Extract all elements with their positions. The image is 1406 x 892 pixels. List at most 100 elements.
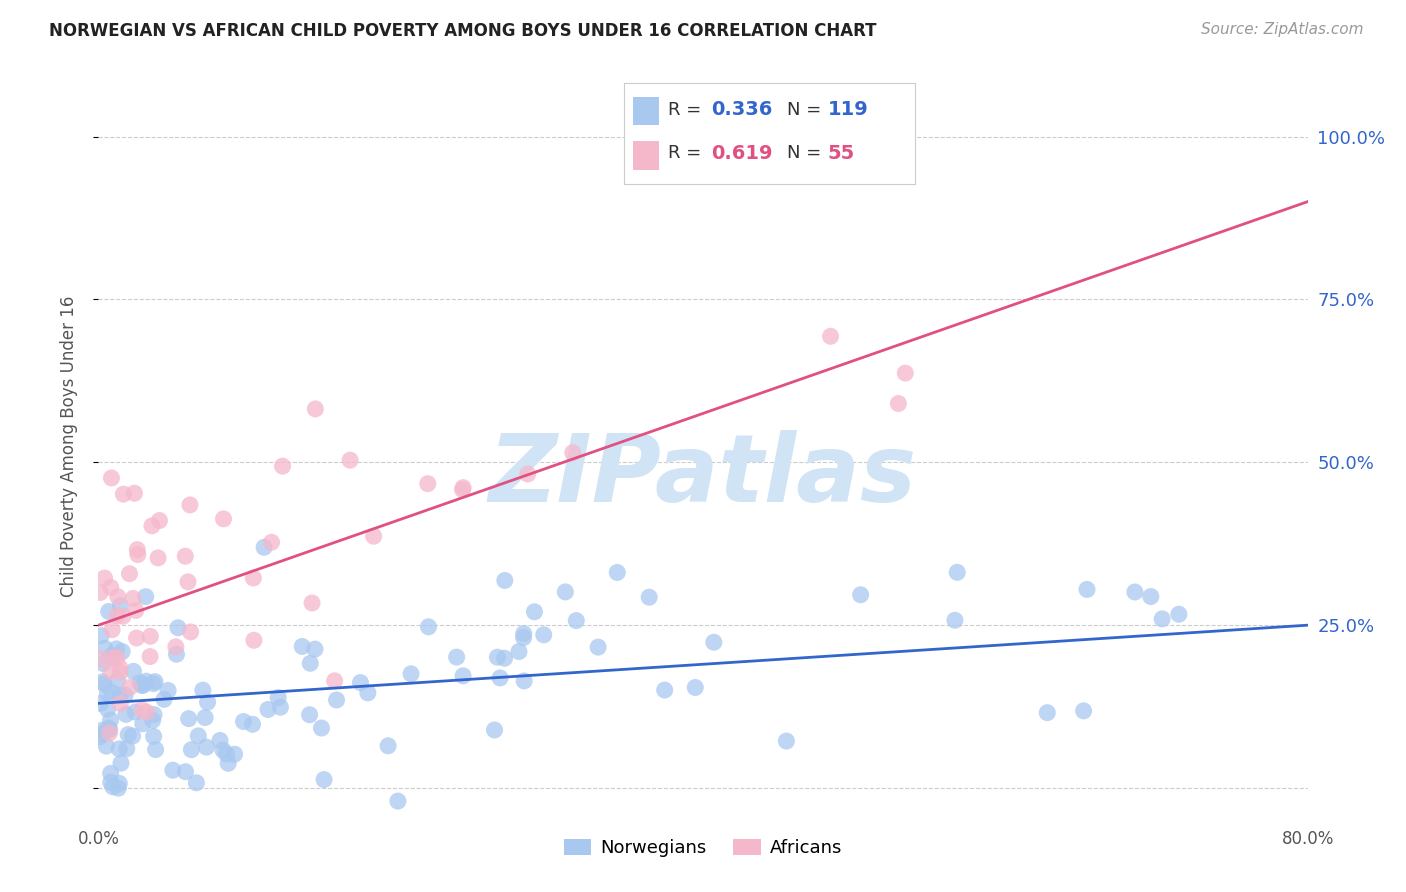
Point bbox=[486, 650, 509, 665]
Point bbox=[124, 486, 146, 500]
Point bbox=[339, 453, 361, 467]
Point bbox=[180, 624, 202, 639]
Point bbox=[135, 705, 157, 719]
Point bbox=[683, 681, 706, 695]
Point bbox=[111, 609, 134, 624]
Text: Source: ZipAtlas.com: Source: ZipAtlas.com bbox=[1201, 22, 1364, 37]
Point bbox=[132, 716, 155, 731]
Point bbox=[98, 726, 121, 740]
Point bbox=[100, 685, 122, 699]
Point bbox=[142, 676, 165, 690]
Point bbox=[253, 541, 276, 555]
Point bbox=[489, 671, 512, 685]
Point bbox=[89, 730, 111, 744]
Point bbox=[105, 608, 128, 623]
Point bbox=[108, 776, 131, 790]
Point bbox=[180, 742, 202, 756]
Point bbox=[108, 742, 131, 756]
Point bbox=[946, 566, 969, 580]
Point bbox=[208, 733, 231, 747]
Point bbox=[122, 591, 145, 606]
Point bbox=[1036, 706, 1059, 720]
Point bbox=[97, 702, 120, 716]
Point bbox=[512, 631, 534, 645]
Point bbox=[162, 763, 184, 777]
Point bbox=[124, 705, 146, 719]
Point bbox=[143, 707, 166, 722]
Point bbox=[111, 644, 134, 658]
Point bbox=[177, 712, 200, 726]
Point bbox=[177, 574, 200, 589]
Point bbox=[224, 747, 246, 762]
Point bbox=[139, 649, 162, 664]
Point bbox=[121, 729, 143, 743]
Point bbox=[451, 483, 474, 497]
Point bbox=[166, 647, 188, 661]
Point bbox=[363, 529, 385, 543]
Point bbox=[416, 476, 439, 491]
Point bbox=[242, 571, 264, 585]
Point bbox=[90, 697, 112, 711]
Point bbox=[325, 693, 347, 707]
Point bbox=[90, 727, 112, 741]
Point bbox=[105, 641, 128, 656]
Point bbox=[127, 542, 149, 557]
Point bbox=[127, 548, 149, 562]
Point bbox=[100, 775, 122, 789]
Point bbox=[1152, 612, 1174, 626]
Point bbox=[215, 747, 238, 761]
Point bbox=[165, 640, 187, 654]
Point bbox=[93, 641, 115, 656]
Point bbox=[125, 603, 148, 617]
Point bbox=[100, 580, 122, 594]
Point bbox=[887, 396, 910, 410]
Point bbox=[257, 702, 280, 716]
Point bbox=[242, 717, 264, 731]
Point bbox=[100, 664, 122, 678]
Point bbox=[418, 620, 440, 634]
Point bbox=[894, 366, 917, 380]
Point bbox=[131, 703, 153, 717]
Point bbox=[638, 591, 661, 605]
Point bbox=[132, 678, 155, 692]
Point bbox=[97, 721, 120, 735]
Point bbox=[820, 329, 842, 343]
Point bbox=[304, 401, 326, 416]
Point bbox=[89, 585, 111, 599]
Point bbox=[135, 674, 157, 689]
Point bbox=[494, 574, 516, 588]
Point bbox=[533, 628, 555, 642]
Point bbox=[118, 566, 141, 581]
Point bbox=[112, 487, 135, 501]
Point bbox=[89, 652, 111, 666]
Point bbox=[174, 549, 197, 564]
Point bbox=[101, 623, 124, 637]
Point bbox=[139, 629, 162, 643]
Point bbox=[91, 657, 114, 671]
Point bbox=[1073, 704, 1095, 718]
Point bbox=[98, 723, 121, 737]
Point bbox=[195, 740, 218, 755]
Point bbox=[217, 756, 239, 771]
Point bbox=[516, 467, 538, 481]
Point bbox=[186, 776, 208, 790]
Point bbox=[117, 728, 139, 742]
Point bbox=[377, 739, 399, 753]
Point bbox=[101, 648, 124, 663]
Point bbox=[554, 585, 576, 599]
Point bbox=[312, 772, 335, 787]
Point bbox=[565, 614, 588, 628]
Point bbox=[179, 498, 201, 512]
Point bbox=[943, 613, 966, 627]
Point bbox=[513, 673, 536, 688]
Point bbox=[1123, 585, 1146, 599]
Point bbox=[96, 739, 118, 754]
Point bbox=[304, 642, 326, 657]
Point bbox=[167, 621, 190, 635]
Point bbox=[349, 675, 371, 690]
Point bbox=[291, 640, 314, 654]
Point bbox=[494, 651, 516, 665]
Point bbox=[301, 596, 323, 610]
Point bbox=[100, 471, 122, 485]
Point bbox=[197, 695, 219, 709]
